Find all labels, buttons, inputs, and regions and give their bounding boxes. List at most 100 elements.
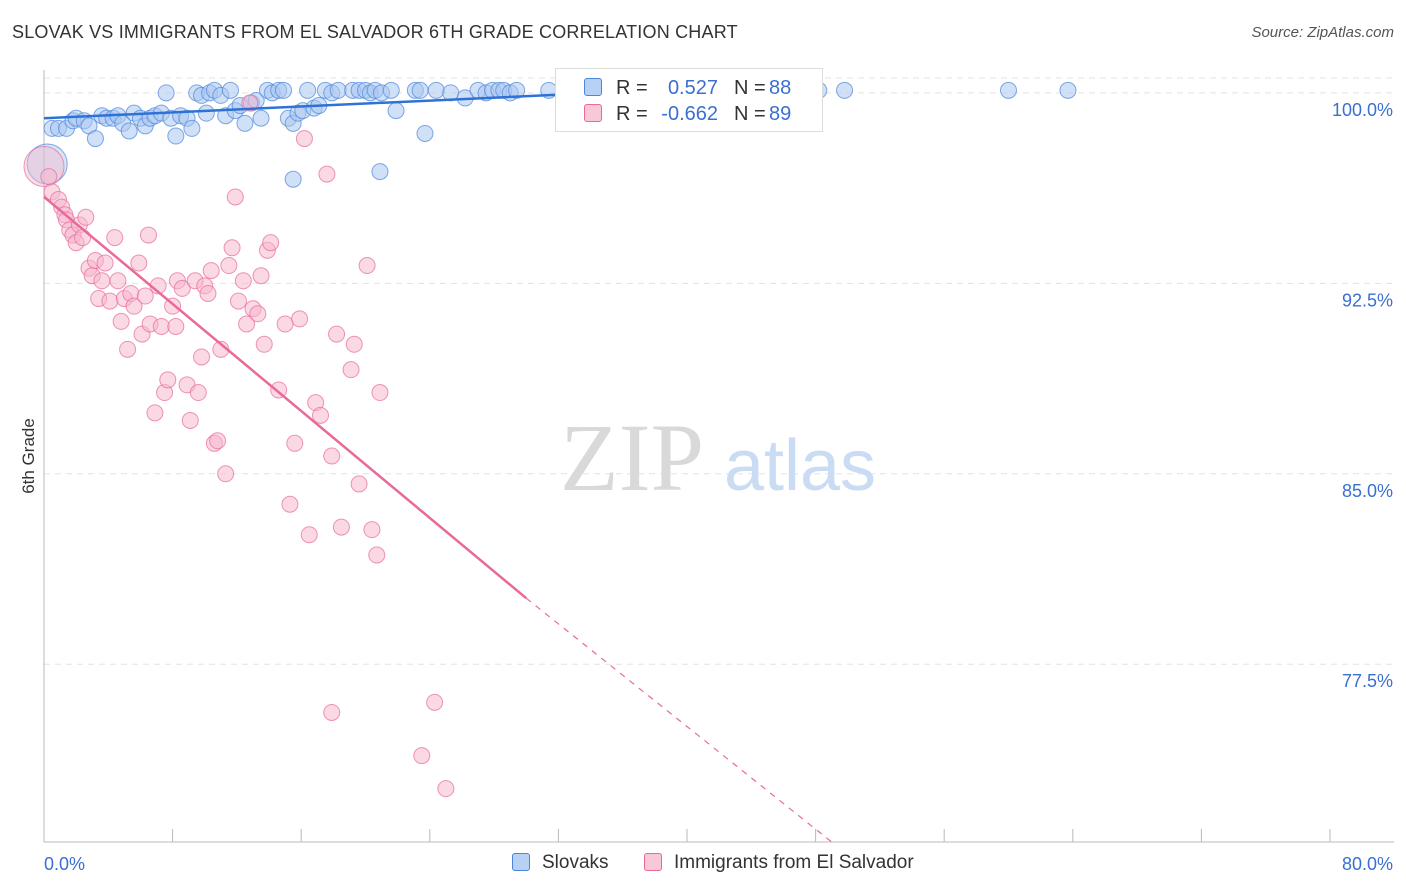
slovaks-point	[382, 81, 400, 99]
slovaks-point	[411, 81, 429, 99]
stats-row-slovaks: R = 0.527 N = 88	[556, 75, 822, 101]
r-value: 0.527	[667, 77, 718, 99]
y-tick-label: 77.5%	[1342, 671, 1393, 691]
el-salvador-point	[318, 165, 336, 183]
el-salvador-point	[328, 325, 346, 343]
el-salvador-point	[368, 546, 386, 564]
stats-row-el-salvador: R = -0.662 N = 89	[556, 101, 822, 127]
watermark-zip: ZIP	[560, 404, 704, 511]
el-salvador-point	[437, 780, 455, 798]
r-label: R =	[616, 77, 648, 99]
slovaks-point	[299, 81, 317, 99]
slovaks-point	[387, 102, 405, 120]
el-salvador-point	[202, 262, 220, 280]
slovaks-swatch	[584, 78, 602, 96]
el-salvador-legend-swatch	[644, 853, 662, 871]
el-salvador-point	[286, 434, 304, 452]
el-salvador-point	[426, 693, 444, 711]
slovaks-point	[221, 81, 239, 99]
el-salvador-point	[130, 254, 148, 272]
el-salvador-point	[323, 447, 341, 465]
el-salvador-point	[255, 335, 273, 353]
x-tick-label-min: 0.0%	[44, 854, 85, 874]
slovaks-point	[167, 127, 185, 145]
legend-item-el-salvador[interactable]: Immigrants from El Salvador	[644, 852, 914, 876]
el-salvador-point	[252, 267, 270, 285]
el-salvador-point	[223, 239, 241, 257]
slovaks-point	[275, 81, 293, 99]
el-salvador-point	[262, 234, 280, 252]
el-salvador-point	[342, 361, 360, 379]
el-salvador-point	[74, 229, 92, 247]
el-salvador-point	[181, 411, 199, 429]
el-salvador-swatch	[584, 104, 602, 122]
stats-legend: R = 0.527 N = 88 R = -0.662 N = 89	[555, 68, 823, 132]
gridlines	[44, 77, 1394, 665]
slovaks-point	[508, 81, 526, 99]
watermark-atlas: atlas	[724, 426, 876, 506]
el-salvador-point	[199, 284, 217, 302]
slovaks-point	[183, 119, 201, 137]
axis-labels: 100.0% 92.5% 85.0% 77.5% 0.0% 80.0% 6th Grade	[19, 100, 1393, 874]
y-axis-label: 6th Grade	[19, 418, 38, 494]
el-salvador-point	[136, 287, 154, 305]
slovaks-point	[236, 114, 254, 132]
el-salvador-trendline	[43, 196, 528, 600]
el-salvador-point	[93, 272, 111, 290]
y-tick-label: 100.0%	[1332, 100, 1393, 120]
x-tick-label-max: 80.0%	[1342, 854, 1393, 874]
slovaks-point	[252, 109, 270, 127]
slovaks-point	[1059, 81, 1077, 99]
el-salvador-point	[291, 310, 309, 328]
el-salvador-point	[332, 518, 350, 536]
el-salvador-point	[350, 475, 368, 493]
el-salvador-point	[77, 208, 95, 226]
slovaks-point	[284, 170, 302, 188]
el-salvador-point	[109, 272, 127, 290]
r-label: R =	[616, 103, 648, 125]
el-salvador-point	[238, 315, 256, 333]
axes	[43, 70, 1394, 843]
el-salvador-point	[125, 297, 143, 315]
slovaks-point	[1000, 81, 1017, 99]
el-salvador-point	[323, 703, 341, 721]
slovaks-point	[329, 81, 347, 99]
el-salvador-point	[230, 292, 248, 310]
el-salvador-point	[159, 371, 177, 389]
slovaks-point	[157, 84, 175, 102]
el-salvador-point	[358, 257, 376, 275]
slovaks-point	[836, 81, 854, 99]
el-salvador-point	[413, 747, 431, 765]
n-label: N =	[734, 77, 766, 99]
el-salvador-point	[40, 168, 58, 186]
el-salvador-point	[96, 254, 114, 272]
trendlines	[43, 89, 833, 843]
el-salvador-point	[311, 406, 329, 424]
y-tick-label: 85.0%	[1342, 481, 1393, 501]
el-salvador-point	[241, 94, 259, 112]
n-label: N =	[734, 103, 766, 125]
slovaks-point	[120, 122, 138, 140]
el-salvador-point	[209, 432, 227, 450]
slovaks-point	[416, 124, 434, 142]
y-tick-label: 92.5%	[1342, 290, 1393, 310]
slovaks-legend-swatch	[512, 853, 530, 871]
el-salvador-point	[139, 226, 157, 244]
el-salvador-point	[281, 495, 299, 513]
slovaks-point	[197, 104, 215, 122]
n-value: 89	[769, 103, 792, 125]
chart-source: Source: ZipAtlas.com	[1251, 24, 1394, 41]
slovaks-point	[427, 81, 445, 99]
el-salvador-point	[300, 526, 318, 544]
legend-item-slovaks[interactable]: Slovaks	[512, 852, 609, 876]
el-salvador-point	[276, 315, 294, 333]
el-salvador-point	[249, 305, 267, 323]
r-value: -0.662	[661, 103, 718, 125]
el-salvador-point	[146, 404, 164, 422]
el-salvador-point	[363, 521, 381, 539]
chart-title: SLOVAK VS IMMIGRANTS FROM EL SALVADOR 6T…	[12, 22, 738, 42]
n-value: 88	[769, 77, 792, 99]
el-salvador-point	[234, 272, 252, 290]
el-salvador-point	[189, 384, 207, 402]
